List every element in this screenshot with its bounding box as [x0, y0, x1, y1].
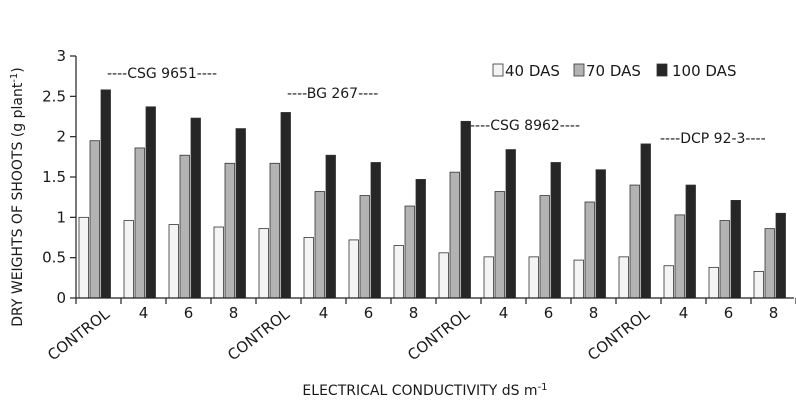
x-axis-title-sup: -1	[538, 382, 548, 393]
bar-70-das	[539, 195, 550, 299]
x-tick-label: 6	[364, 304, 374, 322]
y-ticks: 0 0.5 1 1.5 2 2.5 3	[42, 47, 76, 307]
x-tick-label: 4	[679, 304, 689, 322]
bar-100-das	[100, 89, 111, 299]
bar-70-das	[359, 195, 370, 299]
y-tick-label: 0.5	[42, 249, 66, 267]
bar-100-das	[595, 169, 606, 299]
x-tick-label: 8	[589, 304, 599, 322]
bar-40-das	[573, 259, 584, 299]
bar-70-das	[89, 140, 100, 299]
bar-100-das	[730, 199, 741, 299]
bar-40-das	[438, 252, 449, 299]
bar-40-das	[168, 224, 179, 299]
y-tick-label: 0	[56, 289, 66, 307]
bar-70-das	[134, 147, 145, 299]
x-tick-label: 4	[499, 304, 509, 322]
x-tick-label: 6	[184, 304, 194, 322]
x-axis-title-main: ELECTRICAL CONDUCTIVITY dS m	[302, 383, 537, 399]
bar-40-das	[618, 256, 629, 299]
bar-100-das	[415, 179, 426, 299]
x-tick-label: 8	[229, 304, 239, 322]
bar-40-das	[528, 256, 539, 299]
bar-40-das	[78, 216, 89, 299]
legend-label-40-das: 40 DAS	[505, 62, 560, 80]
bar-40-das	[213, 226, 224, 299]
bar-70-das	[674, 214, 685, 299]
bar-70-das	[584, 201, 595, 299]
bar-100-das	[235, 128, 246, 299]
y-tick-label: 1	[56, 208, 66, 226]
legend-swatch-70-das	[573, 63, 585, 77]
group-label-dcp-92-3: ----DCP 92-3----	[660, 131, 766, 147]
bar-100-das	[325, 154, 336, 299]
y-axis-title: DRY WEIGHTS OF SHOOTS (g plant-1)	[9, 67, 27, 327]
x-tick-label: 6	[724, 304, 734, 322]
bar-70-das	[314, 191, 325, 299]
bar-70-das	[269, 162, 280, 299]
y-tick-label: 3	[56, 47, 66, 65]
bar-100-das	[505, 149, 516, 299]
x-tick-label: 4	[319, 304, 329, 322]
bars-layer	[78, 89, 786, 299]
bar-100-das	[640, 143, 651, 299]
x-tick-label: 4	[139, 304, 149, 322]
bar-40-das	[663, 265, 674, 299]
bar-70-das	[494, 191, 505, 299]
bar-100-das	[370, 162, 381, 299]
x-tick-label: 6	[544, 304, 554, 322]
bar-100-das	[190, 117, 201, 299]
y-axis-title-sup: -1	[9, 73, 20, 83]
bar-40-das	[708, 266, 719, 299]
y-axis-title-main: DRY WEIGHTS OF SHOOTS (g plant	[10, 82, 26, 327]
bar-40-das	[303, 237, 314, 299]
x-axis-title: ELECTRICAL CONDUCTIVITY dS m-1	[302, 382, 547, 400]
y-tick-label: 1.5	[42, 168, 66, 186]
bar-40-das	[483, 256, 494, 299]
bar-100-das	[775, 212, 786, 299]
legend-label-70-das: 70 DAS	[586, 62, 641, 80]
bar-100-das	[685, 184, 696, 299]
group-annotations: ----CSG 9651---- ----BG 267---- ----CSG …	[107, 66, 766, 147]
bar-70-das	[404, 205, 415, 299]
legend: 40 DAS 70 DAS 100 DAS	[492, 62, 736, 80]
bar-40-das	[348, 239, 359, 299]
bar-40-das	[123, 220, 134, 299]
x-tick-label: 8	[769, 304, 779, 322]
x-tick-label: 8	[409, 304, 419, 322]
bar-40-das	[258, 228, 269, 299]
group-label-csg-8962: ----CSG 8962----	[470, 118, 580, 134]
bar-70-das	[629, 184, 640, 299]
bar-100-das	[280, 112, 291, 299]
bar-70-das	[449, 171, 460, 299]
bar-100-das	[460, 120, 471, 299]
bar-100-das	[550, 162, 561, 299]
bar-70-das	[224, 162, 235, 299]
bar-40-das	[393, 245, 404, 299]
y-tick-label: 2.5	[42, 87, 66, 105]
bar-70-das	[719, 220, 730, 299]
bar-40-das	[753, 270, 764, 299]
legend-swatch-40-das	[492, 63, 504, 77]
bar-70-das	[764, 228, 775, 299]
group-label-csg-9651: ----CSG 9651----	[107, 66, 217, 82]
y-tick-label: 2	[56, 128, 66, 146]
bar-100-das	[145, 106, 156, 299]
legend-swatch-100-das	[656, 63, 668, 77]
legend-label-100-das: 100 DAS	[672, 62, 736, 80]
bar-70-das	[179, 154, 190, 299]
x-tick-label: CONTROL	[44, 305, 113, 365]
y-axis-title-tail: )	[10, 67, 26, 72]
group-label-bg-267: ----BG 267----	[287, 86, 378, 102]
